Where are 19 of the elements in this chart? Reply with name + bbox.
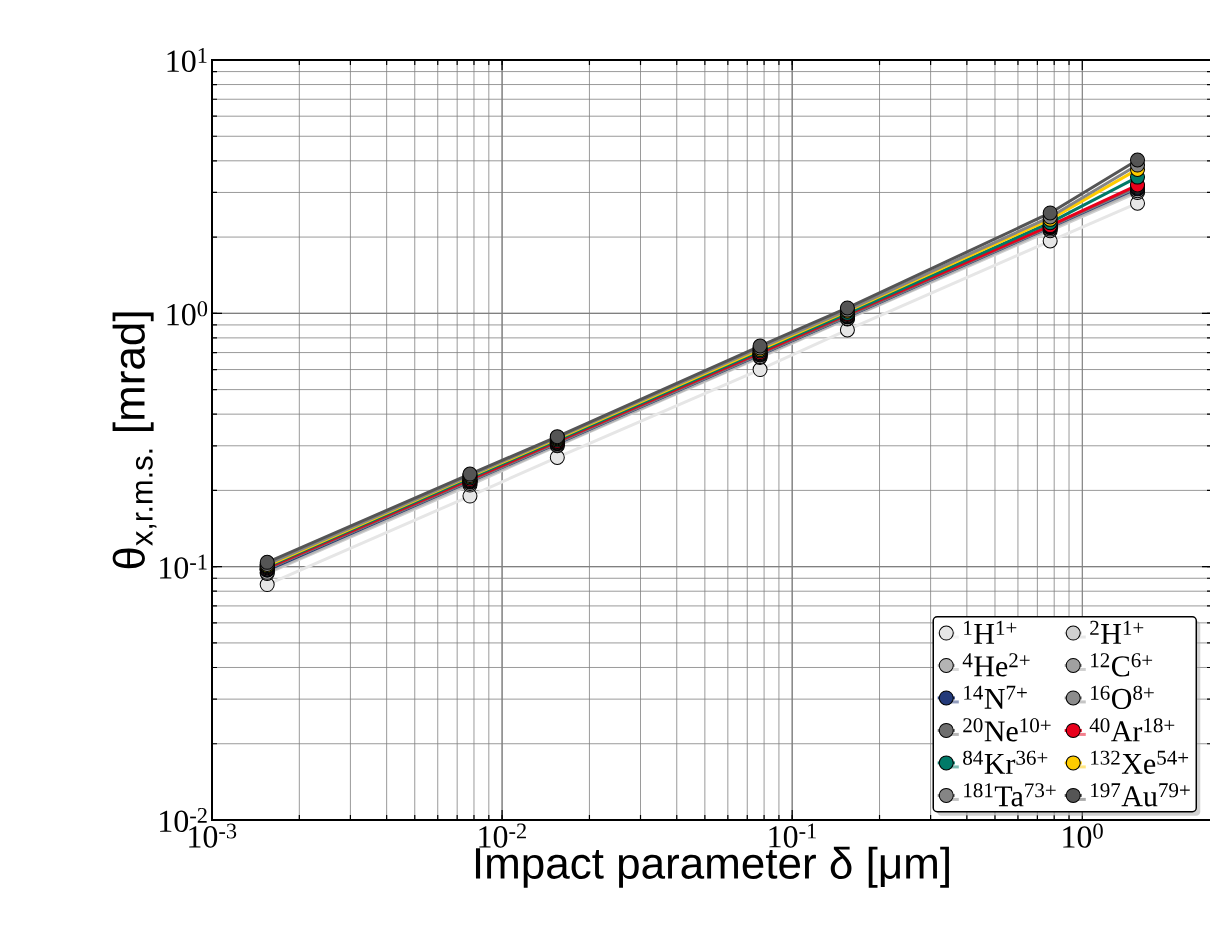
legend-label: $^{132}$Xe$^{54+}$ [1091, 750, 1189, 774]
legend-label: $^{20}$Ne$^{10+}$ [963, 718, 1051, 742]
x-tick-label: 10$^{-2}$ [479, 823, 526, 848]
y-tick-label: 10$^{0}$ [167, 301, 208, 326]
legend-label: $^{181}$Ta$^{73+}$ [964, 783, 1056, 807]
y-tick-label: 10$^{-1}$ [160, 554, 207, 579]
legend-label: $^{197}$Au$^{79+}$ [1091, 783, 1190, 807]
legend-label: $^{4}$He$^{2+}$ [962, 653, 1030, 677]
legend-label: $^{14}$N$^{7+}$ [964, 685, 1027, 709]
legend-label: $^{12}$C$^{6+}$ [1091, 653, 1153, 677]
legend-label: $^{16}$O$^{8+}$ [1091, 685, 1154, 709]
x-tick-label: 10$^{-1}$ [769, 823, 816, 848]
legend-label: $^{1}$H$^{1+}$ [964, 620, 1017, 644]
legend-label: $^{2}$H$^{1+}$ [1090, 620, 1144, 644]
y-tick-label: 10$^{1}$ [167, 47, 207, 73]
legend-label: $^{40}$Ar$^{18+}$ [1089, 718, 1175, 742]
legend-label: $^{84}$Kr$^{36+}$ [963, 750, 1048, 774]
x-tick-label: 10$^{0}$ [1063, 823, 1103, 848]
y-axis-title: θ$_{x,r.m.s.}$ [mrad] [112, 312, 157, 569]
